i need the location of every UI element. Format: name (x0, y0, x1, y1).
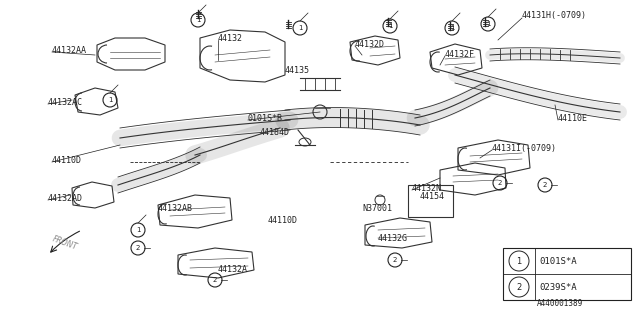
Text: 2: 2 (516, 283, 522, 292)
Text: 44132: 44132 (218, 34, 243, 43)
Text: 1: 1 (516, 257, 522, 266)
Text: 0101S*B: 0101S*B (248, 114, 283, 123)
Text: 1: 1 (298, 25, 302, 31)
Text: 44132F: 44132F (445, 50, 475, 59)
Text: 44132AD: 44132AD (48, 194, 83, 203)
Text: 0101S*A: 0101S*A (539, 257, 577, 266)
Text: 2: 2 (498, 180, 502, 186)
Text: 44132G: 44132G (378, 234, 408, 243)
Text: 44132D: 44132D (355, 39, 385, 49)
Text: 44110D: 44110D (52, 156, 82, 164)
Text: 2: 2 (213, 277, 217, 283)
Text: 1: 1 (450, 25, 454, 31)
Text: N37001: N37001 (362, 204, 392, 212)
Text: 44132A: 44132A (218, 266, 248, 275)
Text: 1: 1 (486, 21, 490, 27)
Text: 1: 1 (136, 227, 140, 233)
Text: 44131I(-0709): 44131I(-0709) (492, 143, 557, 153)
Text: 44110D: 44110D (268, 215, 298, 225)
Text: 44132AB: 44132AB (158, 204, 193, 212)
Text: A440001389: A440001389 (537, 299, 583, 308)
Text: FRONT: FRONT (51, 234, 79, 252)
Text: 44132AA: 44132AA (52, 45, 87, 54)
Text: 44184D: 44184D (260, 127, 290, 137)
Text: 1: 1 (108, 97, 112, 103)
Text: 0239S*A: 0239S*A (539, 283, 577, 292)
Text: 44110E: 44110E (558, 114, 588, 123)
Text: 2: 2 (543, 182, 547, 188)
Text: 2: 2 (393, 257, 397, 263)
Text: 1: 1 (196, 17, 200, 23)
Text: 2: 2 (136, 245, 140, 251)
Text: 44132AC: 44132AC (48, 98, 83, 107)
Text: 44131H(-0709): 44131H(-0709) (522, 11, 587, 20)
Text: 1: 1 (388, 23, 392, 29)
Text: 44135: 44135 (285, 66, 310, 75)
Text: 44132N: 44132N (412, 183, 442, 193)
Text: 44154: 44154 (420, 191, 445, 201)
